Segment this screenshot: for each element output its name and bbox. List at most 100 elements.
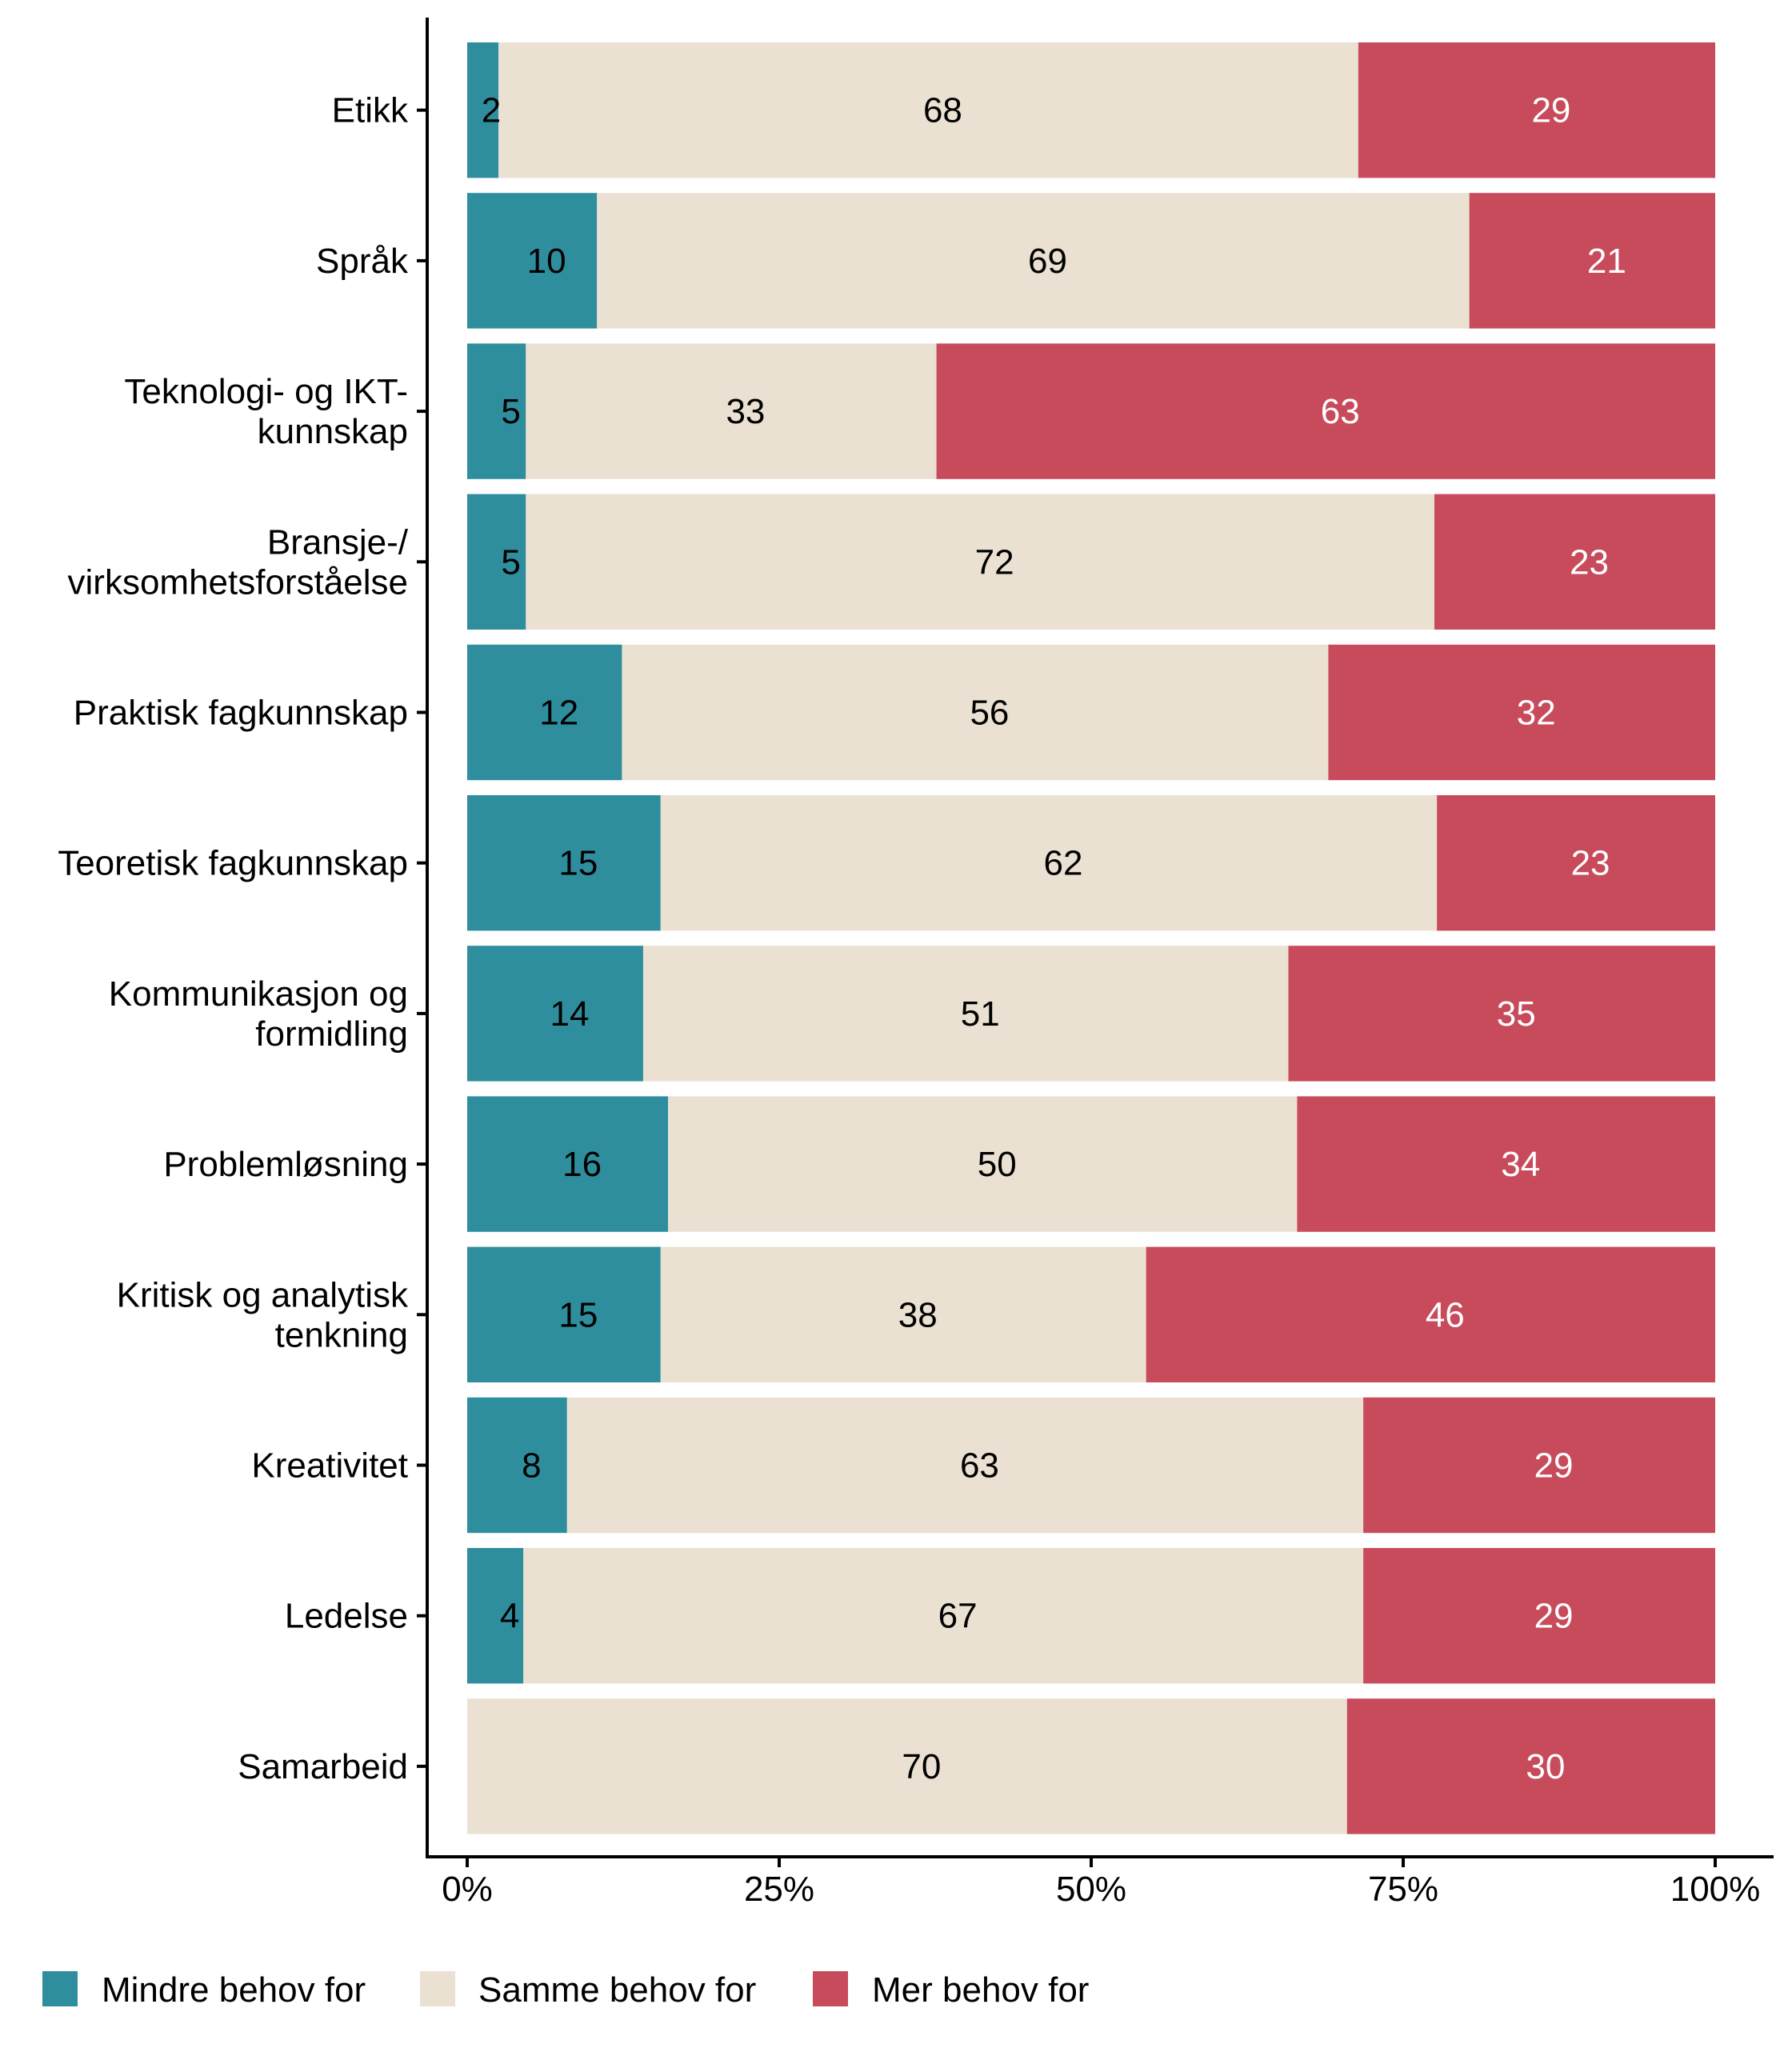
- y-tick-label: Kreativitet: [251, 1446, 408, 1486]
- data-label: 23: [1571, 844, 1610, 883]
- data-label: 51: [961, 994, 1000, 1034]
- legend-key: [42, 1971, 78, 2006]
- data-label: 29: [1534, 1446, 1574, 1486]
- data-label: 5: [501, 542, 520, 582]
- y-tick-label-line: Kritisk og analytisk: [117, 1275, 409, 1314]
- bar-segment-mer: [1434, 494, 1715, 630]
- data-label: 16: [562, 1145, 602, 1184]
- data-label: 50: [978, 1145, 1017, 1184]
- y-tick-label: Teoretisk fagkunnskap: [58, 844, 408, 883]
- x-tick-label: 0%: [442, 1870, 493, 1909]
- y-tick-label-line: Bransje-/: [267, 522, 409, 562]
- bar-segment-samme: [660, 795, 1438, 931]
- data-label: 34: [1501, 1145, 1540, 1184]
- y-tick-label: Kritisk og analytisk tenkning: [117, 1275, 409, 1354]
- bar-segment-mer: [1328, 644, 1715, 781]
- y-tick-label: Samarbeid: [238, 1747, 408, 1786]
- bar-segment-mer: [1363, 1397, 1715, 1534]
- y-tick-label: Praktisk fagkunnskap: [74, 694, 408, 733]
- legend-key: [813, 1971, 848, 2006]
- data-label: 8: [522, 1446, 541, 1486]
- bar-segment-mindre: [467, 1096, 669, 1232]
- data-label: 70: [902, 1747, 941, 1786]
- data-label: 5: [501, 392, 520, 431]
- bar-segment-samme: [622, 644, 1329, 781]
- y-axis: Etikk Språk Teknologi- og IKT-kunnskap Bran…: [58, 18, 429, 1858]
- bar-segment-mer: [1363, 1548, 1715, 1684]
- bar-segment-samme: [642, 946, 1289, 1082]
- bar-segment-mer: [936, 343, 1715, 479]
- bar-segment-mindre: [467, 494, 526, 630]
- legend-label: Mindre behov for: [102, 1970, 366, 2010]
- legend-key: [420, 1971, 455, 2006]
- data-label: 63: [960, 1446, 999, 1486]
- data-label: 14: [550, 994, 590, 1034]
- data-label: 62: [1043, 844, 1082, 883]
- y-tick-label: Språk: [316, 242, 409, 281]
- bar-segment-mer: [1358, 42, 1715, 178]
- bar-segment-samme: [526, 494, 1434, 630]
- legend-label: Samme behov for: [478, 1970, 756, 2010]
- data-label: 35: [1497, 994, 1536, 1034]
- bar-segment-mindre: [467, 42, 498, 178]
- y-tick-label: Bransje-/virksomhetsforståelse: [68, 522, 409, 602]
- data-label: 32: [1517, 694, 1556, 733]
- y-tick-label-line: Språk: [316, 242, 409, 281]
- bar-segment-samme: [523, 1548, 1364, 1684]
- bar-segment-mindre: [467, 644, 622, 781]
- legend-label: Mer behov for: [872, 1970, 1089, 2010]
- y-tick-label-line: Teknologi- og IKT-: [124, 372, 408, 411]
- bar-segment-samme: [526, 343, 937, 479]
- bar-segment-mer: [1437, 795, 1715, 931]
- y-tick-label-line: formidling: [255, 1014, 408, 1054]
- bar-segment-mindre: [467, 1246, 661, 1382]
- bar-segment-mindre: [467, 343, 526, 479]
- x-tick-label: 25%: [744, 1870, 814, 1909]
- y-tick-label: Problemløsning: [163, 1145, 408, 1184]
- data-label: 15: [558, 844, 598, 883]
- data-label: 29: [1531, 91, 1570, 130]
- data-label: 69: [1028, 242, 1067, 281]
- bar-segment-mer: [1288, 946, 1715, 1082]
- bar-segment-mindre: [467, 193, 598, 329]
- data-label: 72: [975, 542, 1014, 582]
- bar-segment-samme: [467, 1698, 1347, 1834]
- bar-segment-samme: [498, 42, 1358, 178]
- data-label: 10: [527, 242, 566, 281]
- bar-segment-mer: [1146, 1246, 1715, 1382]
- y-tick-label-line: kunnskap: [258, 412, 408, 451]
- y-tick-label-line: Teoretisk fagkunnskap: [58, 844, 408, 883]
- bar-segment-mer: [1469, 193, 1715, 329]
- x-tick-label: 50%: [1056, 1870, 1126, 1909]
- bar-segment-mindre: [467, 1397, 567, 1534]
- data-label: 63: [1321, 392, 1360, 431]
- data-label: 30: [1526, 1747, 1565, 1786]
- bar-segment-samme: [660, 1246, 1146, 1382]
- data-label: 12: [539, 694, 578, 733]
- y-tick-label-line: Problemløsning: [163, 1145, 408, 1184]
- data-labels-layer: 2 68 29 10 69 21 5 33 63 5 72 23 12 56 32 15 62 23 14 51 35 1…: [482, 91, 1626, 1786]
- y-tick-label-line: Samarbeid: [238, 1747, 408, 1786]
- data-label: 67: [938, 1597, 978, 1636]
- y-tick-label: Teknologi- og IKT-kunnskap: [124, 372, 408, 451]
- data-label: 15: [558, 1295, 598, 1334]
- data-label: 46: [1426, 1295, 1465, 1334]
- data-label: 4: [500, 1597, 519, 1636]
- bars-layer: [467, 42, 1715, 1834]
- x-tick-label: 75%: [1368, 1870, 1438, 1909]
- y-tick-label: Etikk: [332, 91, 409, 130]
- bar-segment-mindre: [467, 946, 643, 1082]
- data-label: 56: [970, 694, 1009, 733]
- bar-segment-samme: [597, 193, 1470, 329]
- y-tick-label-line: Praktisk fagkunnskap: [74, 694, 408, 733]
- y-tick-label-line: virksomhetsforståelse: [68, 562, 408, 602]
- y-tick-label: Kommunikasjon og formidling: [109, 974, 408, 1054]
- legend: Mindre behov for Samme behov for Mer behov…: [42, 1970, 1089, 2010]
- y-tick-label-line: tenkning: [275, 1315, 408, 1354]
- data-label: 33: [726, 392, 765, 431]
- bar-segment-mer: [1297, 1096, 1715, 1232]
- bar-segment-samme: [566, 1397, 1364, 1534]
- data-label: 38: [898, 1295, 938, 1334]
- data-label: 21: [1587, 242, 1626, 281]
